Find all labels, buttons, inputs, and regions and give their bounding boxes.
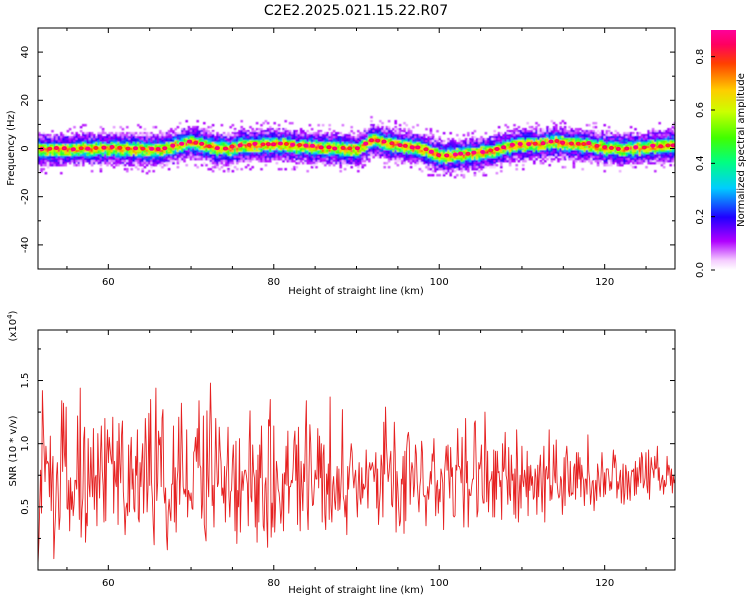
spectrogram-ytick-label: -40	[20, 237, 31, 253]
spectrogram-ytick-label: -20	[20, 189, 31, 205]
snr-ytick-label: 1.5	[20, 373, 31, 389]
colorbar-tick-label: 0.0	[695, 262, 706, 278]
spectrogram-ytick-label: 20	[20, 94, 31, 107]
spectrogram-xtick-label: 120	[595, 277, 614, 288]
spectrogram-y-ticks: 40 20 0 -20 -40	[20, 46, 675, 253]
spectrogram-ytick-label: 0	[20, 145, 31, 151]
snr-exponent-sup: 4	[6, 314, 14, 319]
snr-xtick-label: 100	[430, 578, 449, 589]
snr-ytick-label: 1.0	[20, 436, 31, 452]
snr-y-axis-label: SNR (10 * v/v)	[8, 415, 19, 486]
snr-ytick-label: 0.5	[20, 499, 31, 515]
snr-exponent-close: )	[8, 310, 19, 314]
snr-panel: 0.5 1.0 1.5 60 80 100 120 Height of straight …	[6, 310, 676, 596]
colorbar-tick-label: 0.2	[695, 209, 706, 225]
snr-exponent-label: (x104)	[6, 310, 19, 341]
spectrogram-xtick-label: 100	[430, 277, 449, 288]
colorbar-gradient	[711, 30, 736, 270]
snr-xtick-label: 80	[267, 578, 280, 589]
colorbar-ticks: 0.0 0.2 0.4 0.6 0.8	[695, 49, 715, 278]
colorbar: 0.0 0.2 0.4 0.6 0.8 Normalized spectral ampl…	[695, 30, 747, 278]
snr-x-axis-label: Height of straight line (km)	[288, 585, 424, 596]
spectrogram-ytick-label: 40	[20, 46, 31, 59]
snr-exponent-prefix: (x10	[8, 319, 19, 342]
colorbar-tick-label: 0.6	[695, 102, 706, 118]
figure-title: C2E2.2025.021.15.22.R07	[264, 3, 448, 19]
snr-xtick-label: 60	[102, 578, 115, 589]
colorbar-label: Normalized spectral amplitude	[736, 73, 747, 227]
spectrogram-y-axis-label: Frequency (Hz)	[6, 110, 17, 186]
spectrogram-band	[38, 116, 675, 179]
snr-xtick-label: 120	[595, 578, 614, 589]
spectrogram-panel: 40 20 0 -20 -40 60 80 100 120 Height of straigh…	[6, 27, 676, 297]
spectrogram-peaks	[39, 138, 675, 158]
snr-frame	[37, 329, 676, 571]
snr-line-layer	[38, 382, 675, 564]
colorbar-tick-label: 0.4	[695, 155, 706, 171]
spectrogram-x-ticks: 60 80 100 120	[66, 28, 647, 288]
snr-series-line	[38, 382, 675, 564]
colorbar-tick-label: 0.8	[695, 49, 706, 65]
spectrogram-xtick-label: 60	[102, 277, 115, 288]
spectrogram-x-axis-label: Height of straight line (km)	[288, 286, 424, 297]
snr-x-ticks: 60 80 100 120	[66, 330, 647, 589]
snr-y-ticks: 0.5 1.0 1.5	[20, 348, 675, 539]
spectrogram-xtick-label: 80	[267, 277, 280, 288]
